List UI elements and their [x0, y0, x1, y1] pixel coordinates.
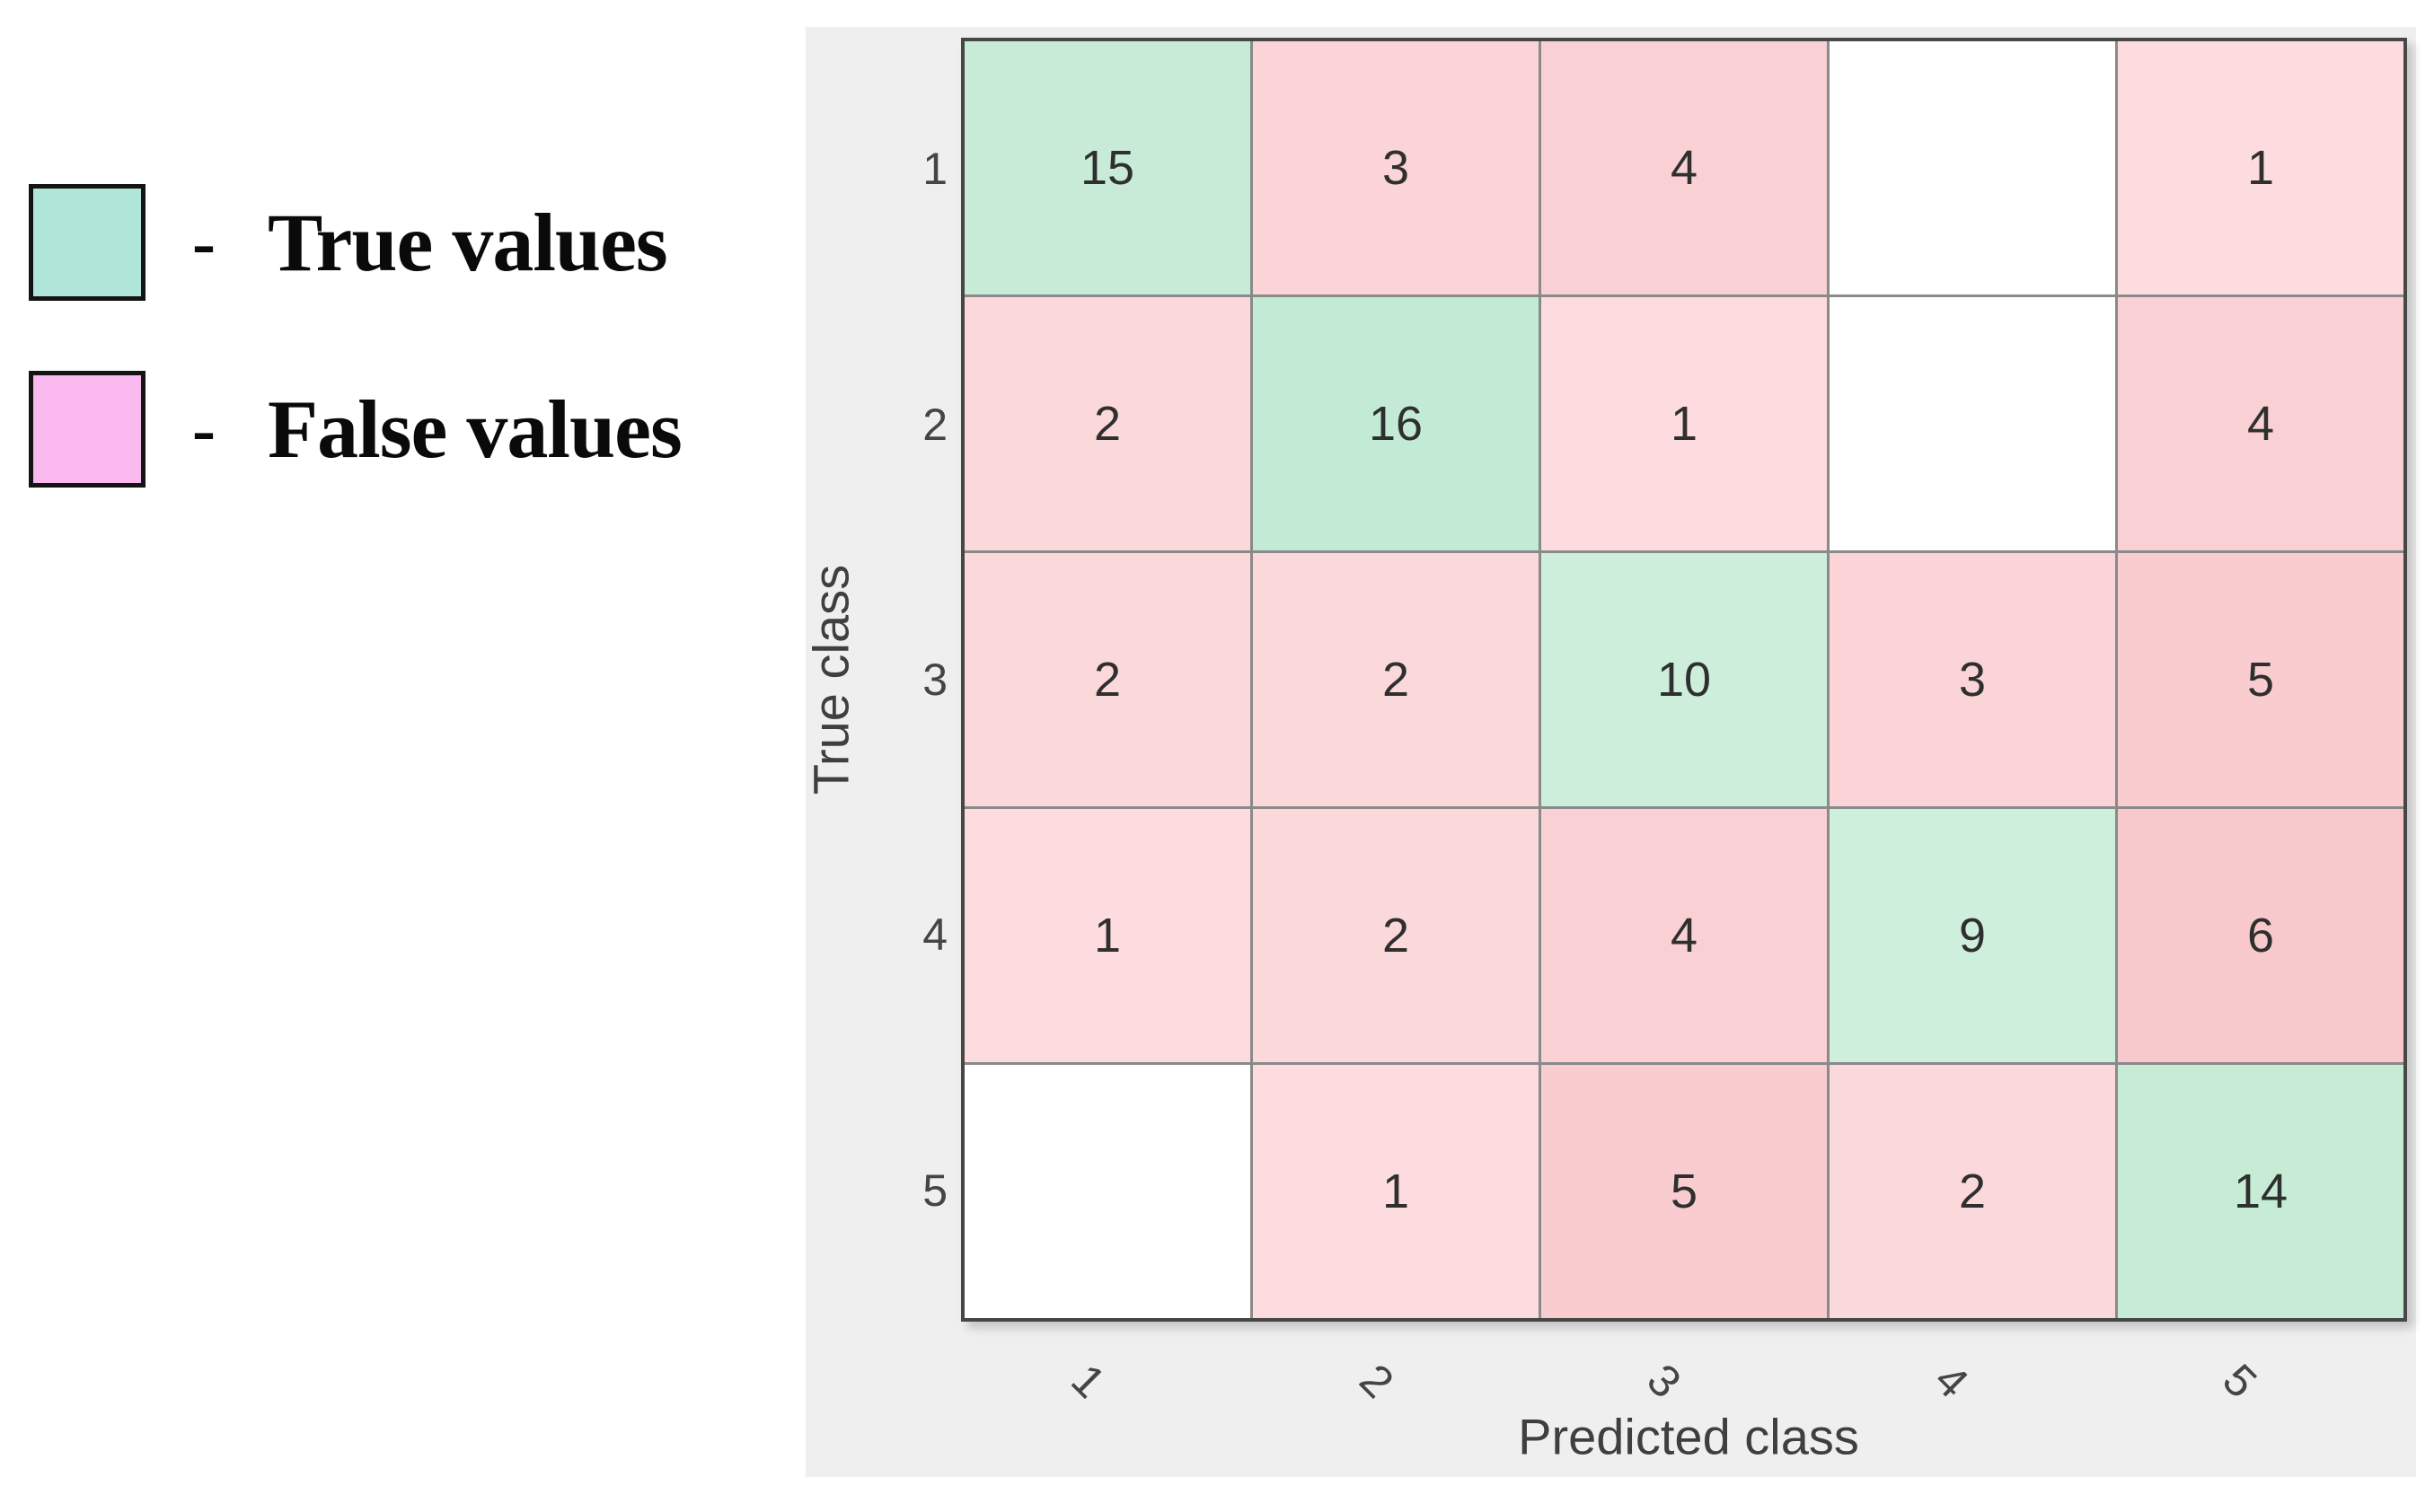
- y-axis-title: True class: [802, 564, 860, 796]
- matrix-cell-r3c3: 10: [1541, 553, 1827, 806]
- legend-label-false-values: False values: [267, 383, 683, 475]
- x-tick-label-1: 1: [1062, 1353, 1116, 1408]
- x-tick-label-5: 5: [2213, 1353, 2267, 1408]
- x-tick-label-4: 4: [1925, 1353, 1980, 1408]
- legend-item-false-values: - False values: [29, 371, 683, 488]
- matrix-cell-r4c2: 2: [1253, 809, 1539, 1062]
- x-axis-title: Predicted class: [1518, 1408, 1859, 1465]
- x-tick-label-2: 2: [1349, 1353, 1404, 1408]
- legend: - True values - False values: [29, 184, 683, 558]
- y-axis-ticks: 1 2 3 4 5: [853, 41, 948, 1318]
- legend-label-true-values: True values: [267, 197, 668, 288]
- confusion-matrix: 15 3 4 1 2 16 1 4 2 2 10 3 5 1 2 4 9 6 1 5 2 14: [961, 38, 2407, 1322]
- matrix-cell-r1c4: [1830, 41, 2115, 294]
- matrix-cell-r5c2: 1: [1253, 1065, 1539, 1318]
- matrix-cell-r3c1: 2: [965, 553, 1250, 806]
- legend-item-true-values: - True values: [29, 184, 682, 301]
- matrix-cell-r5c3: 5: [1541, 1065, 1827, 1318]
- y-tick-label-2: 2: [922, 399, 948, 450]
- matrix-cell-r2c5: 4: [2118, 297, 2403, 550]
- matrix-cell-r3c5: 5: [2118, 553, 2403, 806]
- matrix-cell-r5c4: 2: [1830, 1065, 2115, 1318]
- matrix-cell-r1c5: 1: [2118, 41, 2403, 294]
- y-tick-label-4: 4: [922, 910, 948, 961]
- matrix-cell-r2c4: [1830, 297, 2115, 550]
- matrix-cell-r3c2: 2: [1253, 553, 1539, 806]
- matrix-cell-r2c2: 16: [1253, 297, 1539, 550]
- matrix-cell-r2c3: 1: [1541, 297, 1827, 550]
- matrix-cell-r1c1: 15: [965, 41, 1250, 294]
- legend-separator-dash: -: [192, 203, 216, 281]
- matrix-cell-r4c5: 6: [2118, 809, 2403, 1062]
- y-tick-label-5: 5: [922, 1165, 948, 1216]
- legend-separator-dash: -: [192, 390, 216, 468]
- matrix-cell-r1c2: 3: [1253, 41, 1539, 294]
- matrix-cell-r4c4: 9: [1830, 809, 2115, 1062]
- matrix-cell-r5c5: 14: [2118, 1065, 2403, 1318]
- y-tick-label-3: 3: [922, 654, 948, 705]
- y-tick-label-1: 1: [922, 144, 948, 195]
- x-tick-label-3: 3: [1637, 1353, 1691, 1408]
- matrix-cell-r2c1: 2: [965, 297, 1250, 550]
- matrix-cell-r4c1: 1: [965, 809, 1250, 1062]
- legend-swatch-true-values-icon: [29, 184, 146, 301]
- matrix-cell-r4c3: 4: [1541, 809, 1827, 1062]
- legend-swatch-false-values-icon: [29, 371, 146, 488]
- matrix-cell-r3c4: 3: [1830, 553, 2115, 806]
- matrix-cell-r1c3: 4: [1541, 41, 1827, 294]
- matrix-cell-r5c1: [965, 1065, 1250, 1318]
